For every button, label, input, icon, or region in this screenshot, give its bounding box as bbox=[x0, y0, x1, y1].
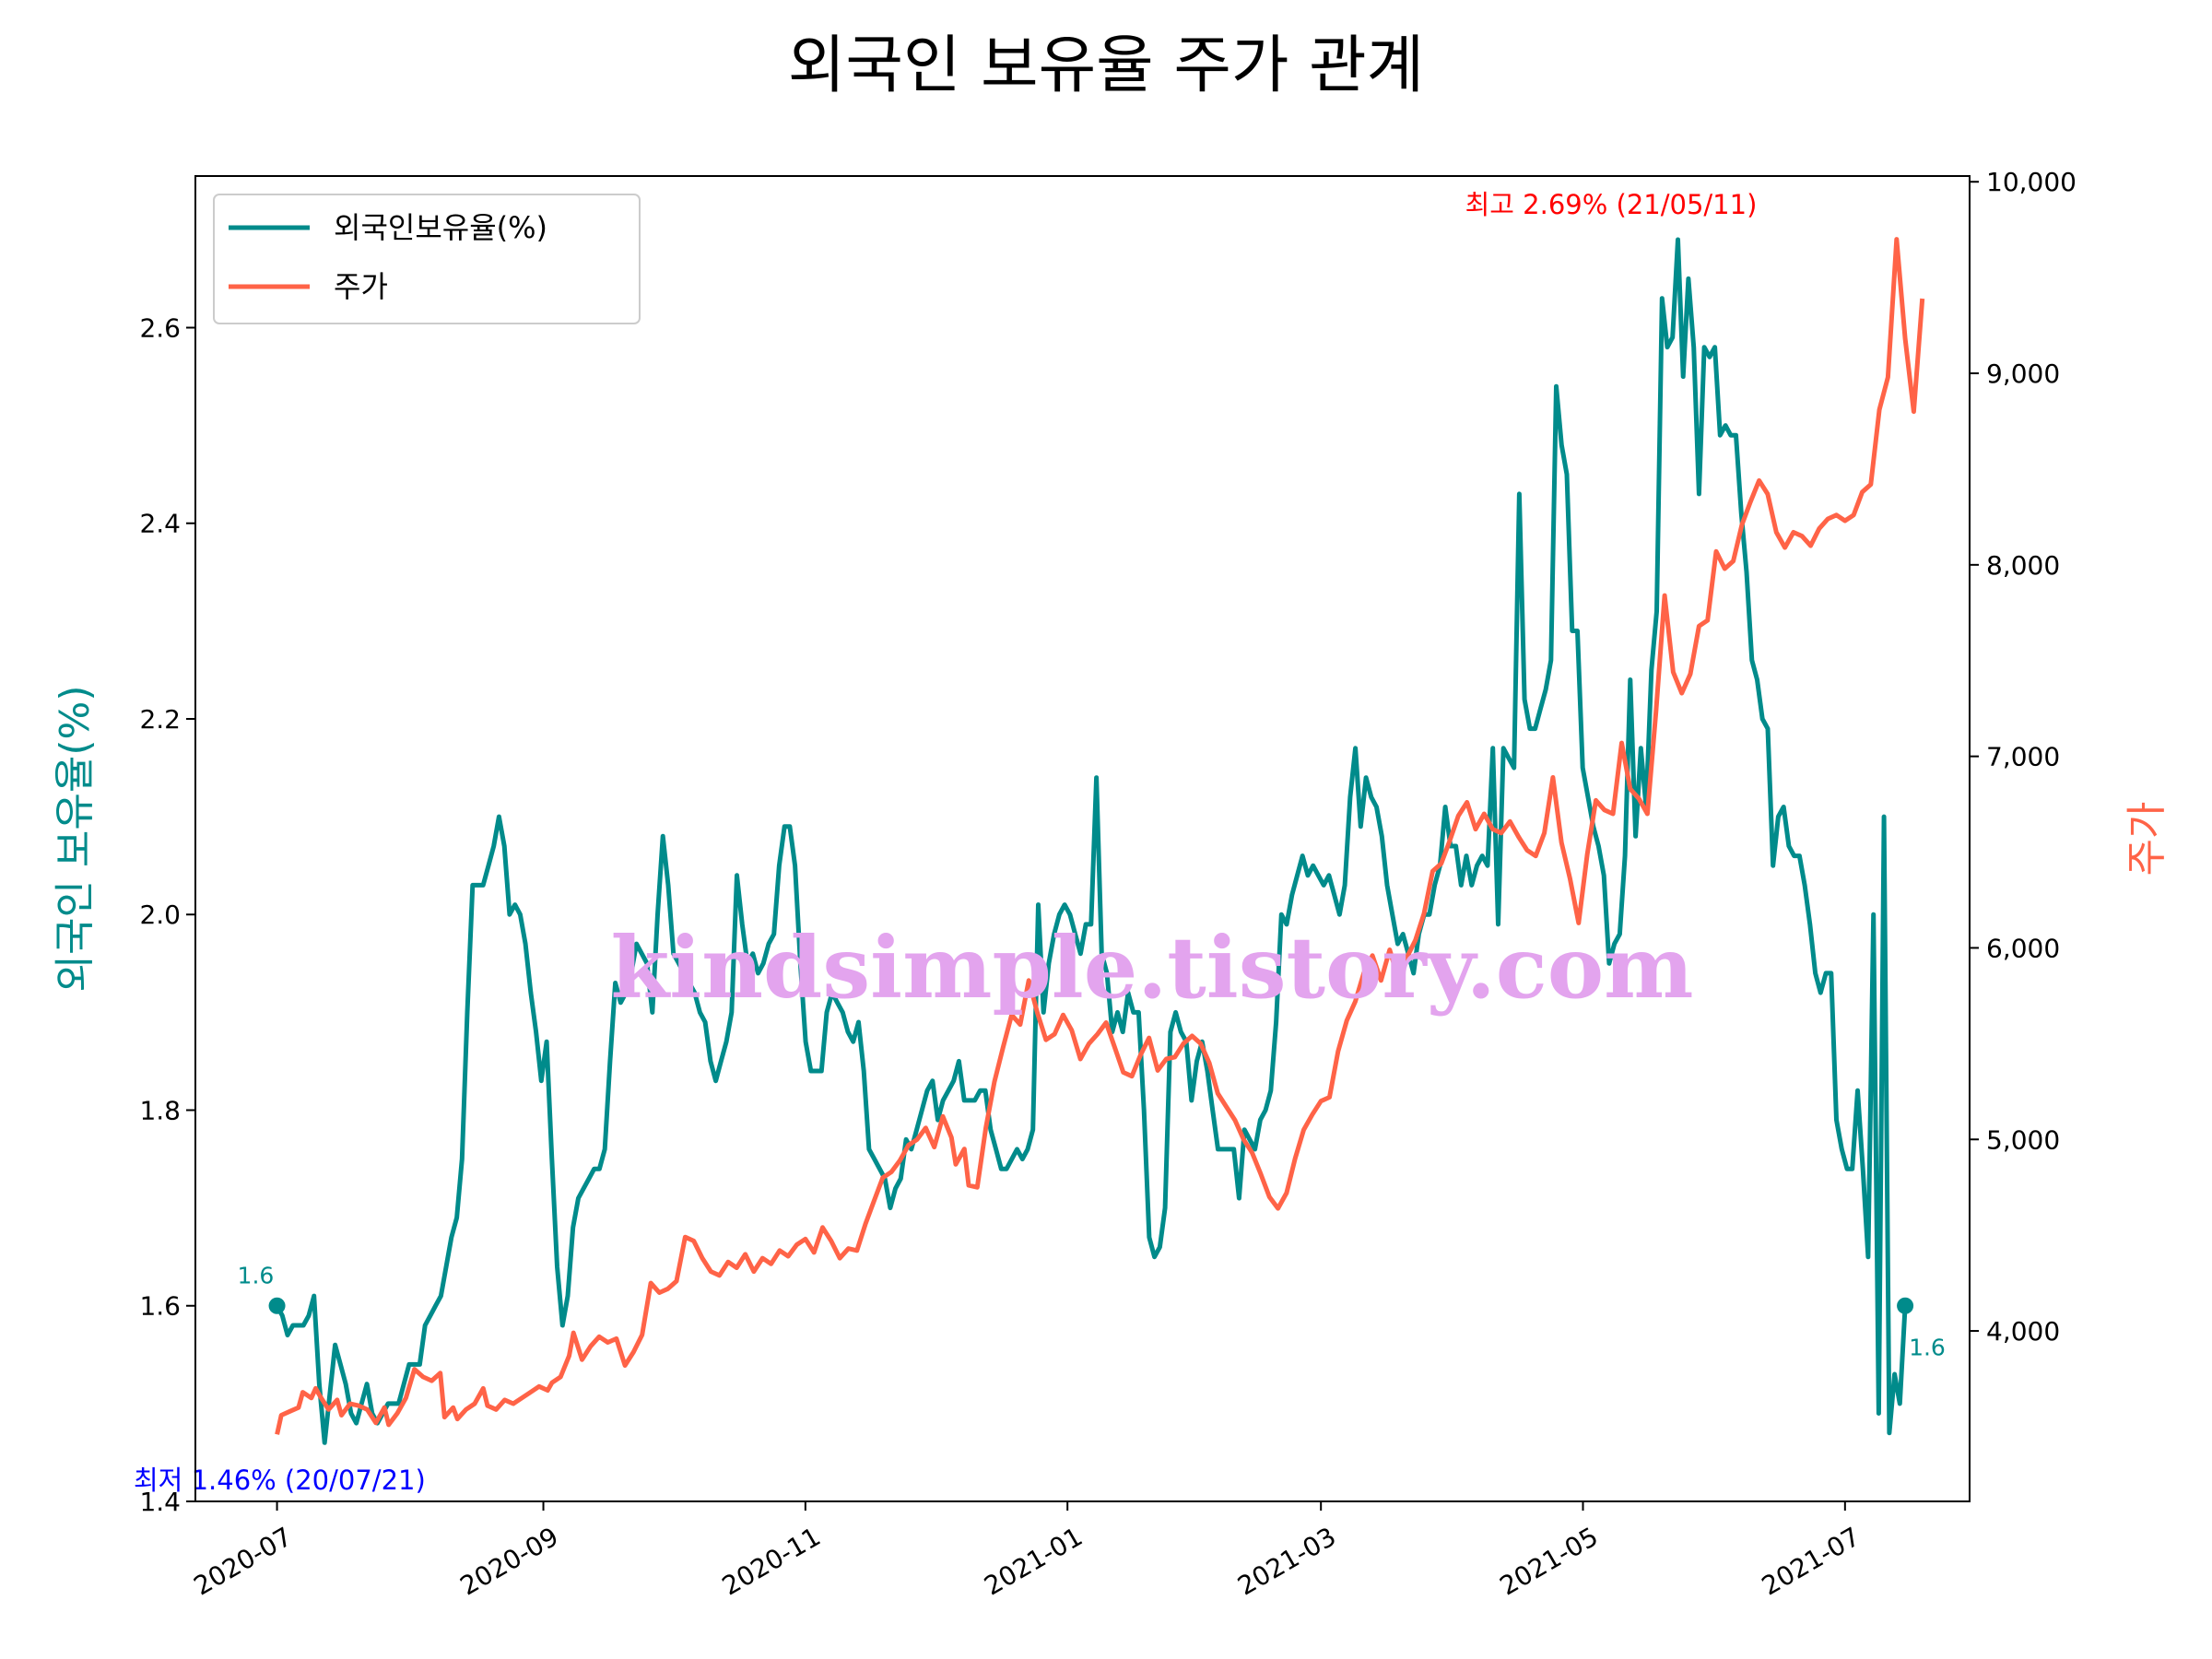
y-right-tick-label: 9,000 bbox=[1986, 359, 2060, 389]
plot-frame bbox=[194, 175, 1971, 1502]
legend-label-price: 주가 bbox=[334, 269, 388, 304]
legend-label-holding: 외국인보유율(%) bbox=[334, 210, 547, 245]
min-annotation: 최저 1.46% (20/07/21) bbox=[134, 1465, 426, 1496]
chart-title: 외국인 보유율 주가 관계 bbox=[788, 29, 1424, 102]
y-left-tick-label: 2.6 bbox=[139, 312, 181, 343]
start-point-marker bbox=[268, 1297, 286, 1314]
x-tick-label: 2021-03 bbox=[1232, 1521, 1341, 1601]
end-value-label: 1.6 bbox=[1909, 1335, 1946, 1361]
y-axis-label-right: 주가 bbox=[2124, 802, 2171, 877]
y-left-tick-label: 1.6 bbox=[139, 1291, 181, 1322]
y-right-tick-label: 7,000 bbox=[1986, 742, 2060, 772]
y-left-tick-label: 1.4 bbox=[139, 1487, 181, 1517]
x-tick-label: 2020-07 bbox=[189, 1521, 298, 1601]
y-left-tick-label: 2.0 bbox=[139, 900, 181, 930]
annotation-layer: 1.6 1.6 최고 2.69% (21/05/11) 최저 1.46% (20/07… bbox=[134, 189, 1946, 1496]
legend: 외국인보유율(%) 주가 bbox=[213, 194, 641, 324]
start-value-label: 1.6 bbox=[238, 1263, 275, 1289]
y-right-tick-label: 5,000 bbox=[1986, 1124, 2060, 1155]
holding-series-line bbox=[275, 237, 1908, 1445]
max-annotation: 최고 2.69% (21/05/11) bbox=[1465, 189, 1758, 220]
x-tick-label: 2021-05 bbox=[1495, 1521, 1604, 1601]
x-tick-label: 2020-11 bbox=[717, 1521, 826, 1601]
y-right-tick-label: 8,000 bbox=[1986, 550, 2060, 581]
legend-box bbox=[213, 194, 641, 324]
y-right-tick-label: 6,000 bbox=[1986, 933, 2060, 963]
end-point-marker bbox=[1897, 1297, 1914, 1314]
y-left-tick-label: 1.8 bbox=[139, 1095, 181, 1125]
x-tick-label: 2021-01 bbox=[979, 1521, 1088, 1601]
y-axis-label-left: 외국인 보유율(%) bbox=[52, 685, 99, 992]
y-left-tick-label: 2.2 bbox=[139, 704, 181, 735]
x-tick-label: 2020-09 bbox=[455, 1521, 564, 1601]
x-tick-label: 2021-07 bbox=[1757, 1521, 1865, 1601]
price-series-line bbox=[275, 237, 1925, 1435]
y-left-tick-label: 2.4 bbox=[139, 509, 181, 539]
axes-layer: 2020-07 2020-09 2020-11 2021-01 2021-03 2021-… bbox=[139, 167, 2077, 1601]
series-layer bbox=[275, 237, 1925, 1445]
y-right-tick-label: 10,000 bbox=[1986, 167, 2077, 197]
watermark: kindsimple.tistory.com bbox=[610, 918, 1693, 1018]
y-right-tick-label: 4,000 bbox=[1986, 1316, 2060, 1347]
